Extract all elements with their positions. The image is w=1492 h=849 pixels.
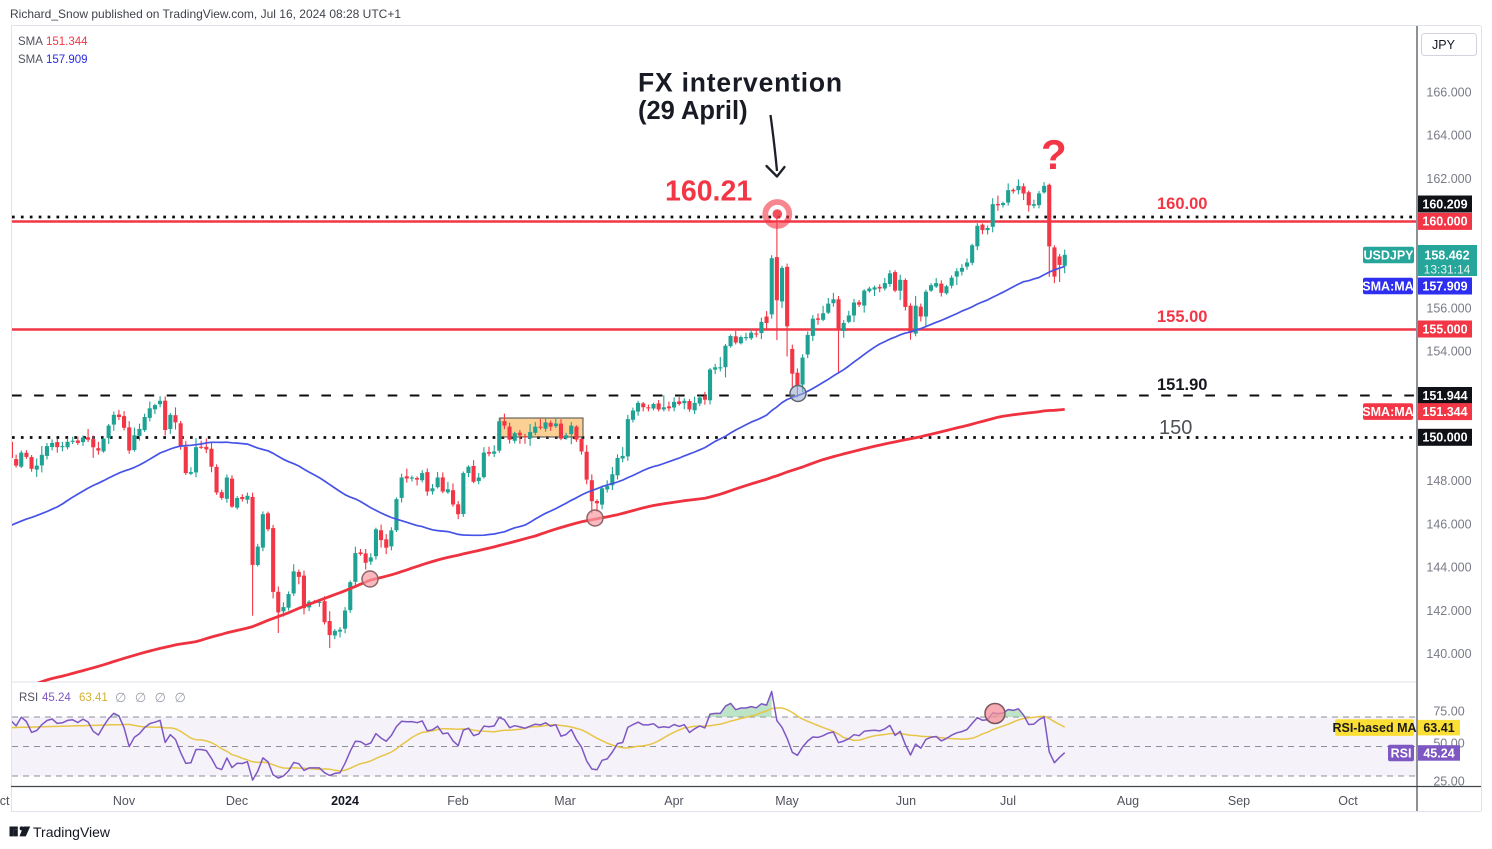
svg-text:157.909: 157.909 (1422, 279, 1467, 293)
svg-text:2024: 2024 (331, 794, 359, 808)
svg-text:∅∅∅∅: ∅∅∅∅ (115, 690, 194, 705)
svg-text:SMA:MA: SMA:MA (1362, 279, 1413, 293)
svg-text:63.41: 63.41 (79, 692, 108, 704)
svg-text:142.000: 142.000 (1426, 604, 1471, 618)
svg-text:Mar: Mar (554, 794, 576, 808)
svg-text:Sep: Sep (1228, 794, 1250, 808)
svg-text:USDJPY: USDJPY (1363, 248, 1414, 262)
svg-text:160.000: 160.000 (1422, 215, 1467, 229)
svg-text:166.000: 166.000 (1426, 85, 1471, 99)
svg-text:157.909: 157.909 (46, 54, 88, 66)
svg-text:160.209: 160.209 (1422, 197, 1467, 211)
svg-text:SMA: SMA (18, 36, 43, 48)
svg-text:(29 April): (29 April) (638, 97, 748, 125)
svg-text:13:31:14: 13:31:14 (1424, 263, 1471, 277)
svg-text:150.000: 150.000 (1422, 431, 1467, 445)
svg-text:JPY: JPY (1432, 38, 1456, 52)
svg-text:May: May (775, 794, 799, 808)
svg-text:TradingView: TradingView (33, 824, 111, 840)
svg-text:146.000: 146.000 (1426, 517, 1471, 531)
svg-text:45.24: 45.24 (1423, 746, 1454, 760)
svg-text:140.000: 140.000 (1426, 647, 1471, 661)
svg-text:151.344: 151.344 (1422, 405, 1467, 419)
svg-text:Aug: Aug (1117, 794, 1139, 808)
svg-text:25.00: 25.00 (1433, 775, 1464, 789)
svg-text:151.90: 151.90 (1157, 376, 1207, 394)
svg-text:RSI-based MA: RSI-based MA (1332, 721, 1416, 735)
svg-text:155.000: 155.000 (1422, 322, 1467, 336)
svg-text:154.000: 154.000 (1426, 345, 1471, 359)
svg-text:Oct: Oct (0, 794, 10, 808)
svg-text:63.41: 63.41 (1423, 721, 1454, 735)
svg-text:160.21: 160.21 (665, 176, 752, 208)
svg-text:160.00: 160.00 (1157, 195, 1207, 213)
svg-text:Dec: Dec (226, 794, 248, 808)
svg-text:150: 150 (1159, 417, 1192, 439)
svg-text:Feb: Feb (447, 794, 469, 808)
svg-text:Oct: Oct (1338, 794, 1358, 808)
svg-text:RSI: RSI (1391, 746, 1412, 760)
svg-text:SMA: SMA (18, 54, 43, 66)
svg-text:Apr: Apr (664, 794, 683, 808)
svg-text:RSI: RSI (19, 692, 38, 704)
svg-text:162.000: 162.000 (1426, 172, 1471, 186)
svg-text:148.000: 148.000 (1426, 474, 1471, 488)
svg-text:75.00: 75.00 (1433, 705, 1464, 719)
svg-text:155.00: 155.00 (1157, 308, 1207, 326)
svg-text:FX intervention: FX intervention (638, 68, 843, 98)
svg-text:?: ? (1041, 131, 1067, 178)
svg-text:45.24: 45.24 (42, 692, 71, 704)
svg-text:SMA:MA: SMA:MA (1362, 405, 1413, 419)
svg-text:Jun: Jun (896, 794, 916, 808)
svg-text:Nov: Nov (113, 794, 136, 808)
svg-text:Jul: Jul (1000, 794, 1016, 808)
svg-text:151.944: 151.944 (1422, 389, 1467, 403)
svg-text:151.344: 151.344 (46, 36, 88, 48)
svg-text:156.000: 156.000 (1426, 301, 1471, 315)
svg-text:158.462: 158.462 (1424, 249, 1469, 263)
svg-text:Richard_Snow published on Trad: Richard_Snow published on TradingView.co… (10, 7, 401, 21)
svg-text:144.000: 144.000 (1426, 561, 1471, 575)
svg-text:164.000: 164.000 (1426, 129, 1471, 143)
